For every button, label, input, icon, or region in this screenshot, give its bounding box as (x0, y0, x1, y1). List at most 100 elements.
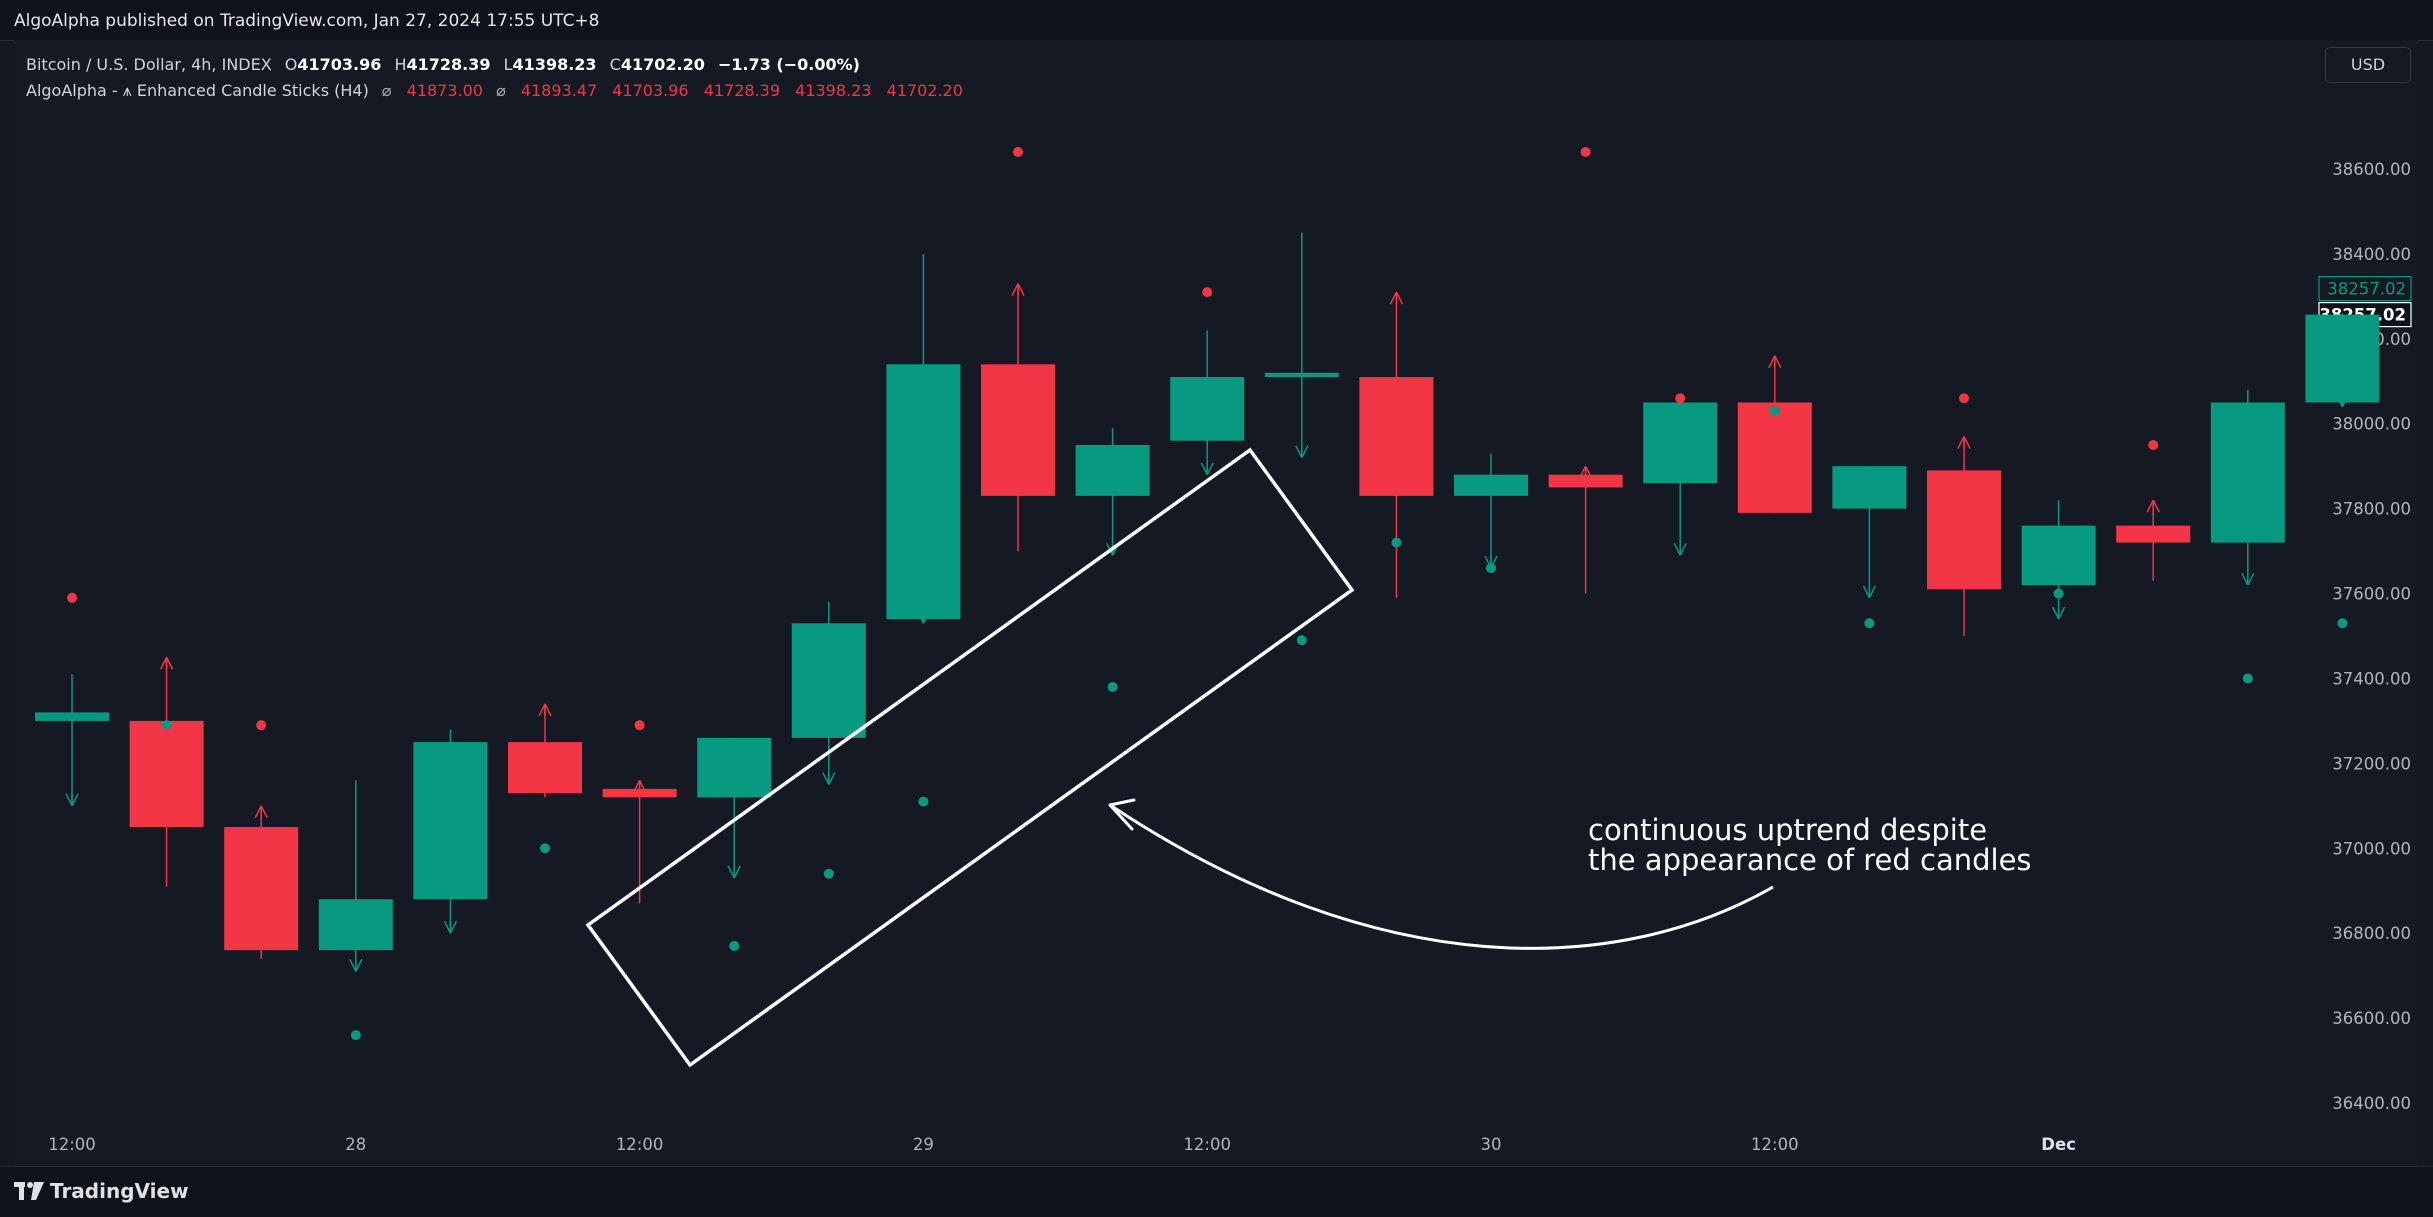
candle-marker (727, 865, 741, 879)
signal-dot (1580, 147, 1591, 158)
candle (886, 253, 961, 807)
candle-marker (2241, 572, 2255, 586)
candle-marker (1295, 445, 1309, 459)
candle (1359, 291, 1434, 598)
open-label: O (284, 55, 298, 74)
publisher-line: AlgoAlpha published on TradingView.com, … (14, 11, 600, 31)
change-value: −1.73 (−0.00%) (717, 55, 860, 74)
currency-button[interactable]: USD (2325, 47, 2411, 83)
candle-body (1170, 377, 1245, 441)
signal-dot (2242, 673, 2253, 684)
high-value: 41728.39 (406, 55, 491, 74)
candle (1454, 453, 1528, 574)
signal-dot (1296, 635, 1307, 646)
annotation-layer: continuous uptrend despite the appearanc… (585, 447, 2032, 1068)
axis-layer: 38600.0038400.0038200.0038000.0037800.00… (48, 160, 2412, 1154)
signal-dot (634, 720, 645, 731)
candle-body (1264, 372, 1339, 378)
candle (224, 720, 299, 959)
candle (2021, 500, 2096, 620)
candle (413, 729, 488, 934)
candle-body (981, 364, 1055, 496)
candle-marker (1768, 355, 1782, 369)
candle-body (35, 712, 109, 721)
signal-dot (161, 720, 172, 731)
candle-marker (1578, 465, 1593, 479)
candle-body (1454, 474, 1528, 496)
tradingview-logo-icon (14, 1182, 44, 1200)
candle-marker (1957, 436, 1971, 449)
candle-body (1832, 466, 1907, 509)
high-label: H (394, 55, 407, 74)
candle-body (791, 623, 866, 738)
candle (1927, 393, 2001, 636)
candle-marker (632, 780, 647, 793)
indicator-value-3: 41703.96 (612, 81, 689, 100)
indicator-value-2: 41893.47 (520, 81, 598, 100)
candle (697, 737, 772, 951)
candle (1075, 427, 1150, 692)
y-tick-label: 37000.00 (2332, 839, 2411, 858)
signal-dot (1675, 393, 1686, 404)
indicator-symbol-2: ⌀ (496, 81, 506, 100)
annotation-line-2: the appearance of red candles (1588, 843, 2032, 877)
y-tick-label: 36400.00 (2332, 1094, 2411, 1113)
candle-body (1927, 470, 2001, 590)
low-value: 41398.23 (512, 55, 597, 74)
candle-body (224, 827, 299, 951)
candle-marker (538, 703, 552, 717)
candle-body (2305, 314, 2380, 403)
signal-dot (1486, 563, 1496, 574)
signal-dot (729, 940, 740, 951)
candle-marker (1011, 283, 1025, 296)
x-tick-label: Dec (2041, 1135, 2076, 1154)
x-tick-label: 12:00 (1751, 1135, 1799, 1154)
signal-dot (918, 796, 929, 807)
x-tick-label: 12:00 (48, 1135, 96, 1154)
close-value: 41702.20 (620, 55, 705, 74)
annotation-line-1: continuous uptrend despite (1588, 813, 1987, 847)
candle (2305, 313, 2380, 629)
candle-marker (1673, 543, 1687, 556)
signal-dot (1769, 405, 1780, 416)
x-tick-label: 30 (1481, 1135, 1502, 1154)
candle (2210, 389, 2285, 684)
symbol-label[interactable]: Bitcoin / U.S. Dollar, 4h, INDEX (26, 55, 272, 74)
y-tick-label: 36800.00 (2332, 924, 2411, 943)
y-tick-label: 37200.00 (2332, 754, 2411, 773)
candle-body (1359, 377, 1434, 496)
candle-marker (2146, 499, 2160, 513)
x-tick-label: 29 (913, 1135, 934, 1154)
annotation-arrowhead (1108, 798, 1136, 831)
x-tick-label: 12:00 (616, 1135, 664, 1154)
candle (1737, 355, 1812, 513)
candle (981, 147, 1055, 552)
signal-dot (1959, 393, 1969, 404)
candle-marker (159, 656, 174, 670)
x-tick-label: 28 (345, 1135, 366, 1154)
candle-body (318, 899, 393, 951)
signal-dot (67, 592, 77, 603)
candle-body (1737, 402, 1812, 513)
ohlc-row: Bitcoin / U.S. Dollar, 4h, INDEX O41703.… (26, 52, 963, 78)
candle-body (1548, 474, 1623, 488)
indicator-name[interactable]: AlgoAlpha - ⩚ Enhanced Candle Sticks (H4… (26, 81, 369, 100)
candle-body (413, 742, 488, 900)
signal-dot (1013, 147, 1023, 158)
brand-name[interactable]: TradingView (50, 1179, 189, 1203)
signal-dot (350, 1030, 361, 1041)
indicator-value-6: 41702.20 (886, 81, 963, 100)
indicator-value-5: 41398.23 (795, 81, 872, 100)
chart-frame[interactable] (15, 40, 2417, 1165)
y-tick-label: 38000.00 (2332, 415, 2411, 434)
indicator-row: AlgoAlpha - ⩚ Enhanced Candle Sticks (H4… (26, 78, 963, 104)
signal-dot (2148, 439, 2159, 450)
indicator-value-4: 41728.39 (703, 81, 781, 100)
annotation-arrow (1109, 803, 1774, 950)
candle (1170, 287, 1245, 476)
candle (1264, 232, 1339, 646)
candle-body (697, 737, 772, 798)
candle-body (886, 364, 961, 620)
y-tick-label: 38400.00 (2332, 245, 2411, 264)
